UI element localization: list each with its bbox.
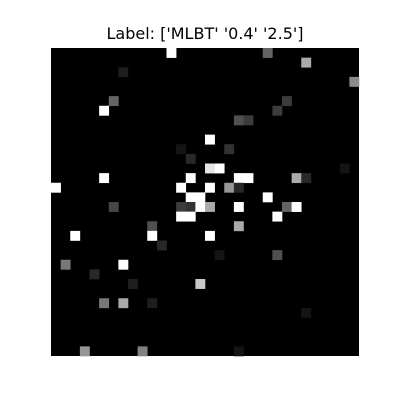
heatmap-cell	[272, 250, 283, 261]
heatmap-cell	[166, 48, 177, 58]
heatmap-cell	[89, 269, 100, 280]
heatmap-cell	[147, 298, 158, 309]
heatmap-cell	[176, 182, 187, 193]
heatmap-cell	[118, 259, 129, 270]
heatmap-cell	[205, 182, 215, 193]
heatmap-cell	[185, 153, 196, 164]
heatmap-cell	[233, 202, 244, 212]
heatmap-cells	[51, 48, 360, 357]
heatmap-cell	[301, 57, 312, 68]
heatmap-cell	[118, 298, 129, 309]
heatmap-cell	[70, 230, 81, 241]
heatmap-cell	[79, 346, 90, 357]
chart-title: Label: ['MLBT' '0.4' '2.5']	[106, 24, 304, 43]
heatmap-cell	[118, 67, 129, 78]
heatmap-cell	[301, 307, 312, 318]
heatmap-cell	[137, 346, 148, 357]
heatmap-cell	[233, 115, 244, 126]
heatmap-cell	[224, 182, 235, 193]
heatmap-cell	[195, 192, 206, 203]
heatmap-cell	[233, 173, 244, 184]
heatmap-cell	[60, 259, 71, 270]
heatmap-cell	[291, 173, 302, 184]
heatmap-cell	[108, 96, 119, 107]
heatmap-cell	[99, 105, 110, 116]
heatmap-cell	[233, 221, 244, 232]
heatmap-cell	[282, 202, 292, 212]
heatmap-cell	[176, 144, 187, 155]
heatmap-cell	[291, 202, 302, 212]
heatmap-cell	[349, 76, 360, 87]
heatmap-cell	[185, 173, 196, 184]
heatmap-cell	[128, 279, 138, 289]
heatmap-cell	[272, 211, 283, 222]
heatmap-cell	[108, 202, 119, 212]
heatmap-cell	[185, 192, 196, 203]
heatmap-cell	[99, 173, 110, 184]
heatmap-cell	[205, 134, 215, 145]
heatmap-cell	[233, 346, 244, 357]
heatmap-cell	[156, 240, 167, 251]
heatmap-cell	[243, 173, 254, 184]
heatmap-cell	[214, 250, 225, 261]
heatmap-cell	[214, 163, 225, 174]
heatmap-cell	[147, 221, 158, 232]
heatmap-cell	[339, 163, 350, 174]
heatmap-cell	[205, 202, 215, 212]
heatmap-cell	[272, 105, 283, 116]
heatmap-cell	[195, 202, 206, 212]
heatmap-cell	[176, 211, 187, 222]
heatmap-cell	[195, 279, 206, 289]
heatmap-cell	[147, 230, 158, 241]
heatmap-cell	[301, 173, 312, 184]
heatmap-cell	[99, 298, 110, 309]
heatmap-cell	[233, 182, 244, 193]
heatmap-cell	[176, 202, 187, 212]
heatmap-cell	[51, 182, 61, 193]
heatmap-cell	[224, 144, 235, 155]
heatmap-cell	[205, 230, 215, 241]
heatmap-cell	[262, 48, 273, 58]
heatmap-cell	[262, 192, 273, 203]
heatmap-cell	[205, 163, 215, 174]
heatmap-cell	[185, 211, 196, 222]
heatmap-cell	[243, 115, 254, 126]
heatmap-cell	[282, 96, 292, 107]
heatmap-cell	[185, 202, 196, 212]
